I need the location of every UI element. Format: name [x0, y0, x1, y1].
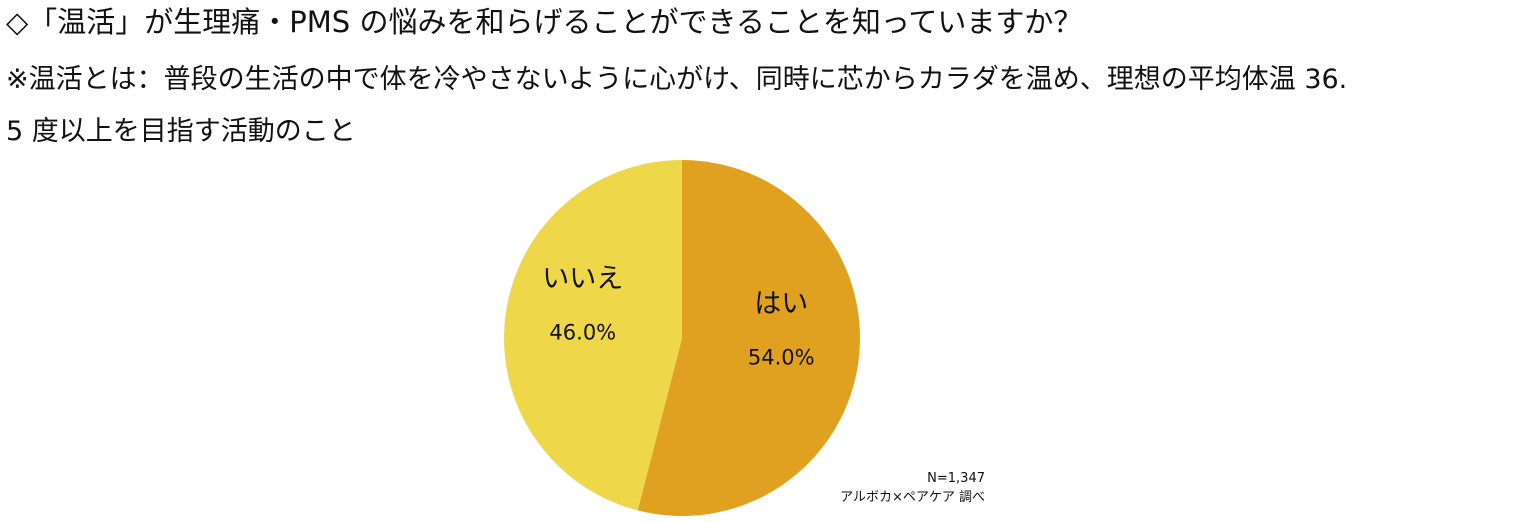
subtitle: 5 度以上を目指す活動のこと	[6, 116, 356, 147]
slice-label: はい	[754, 289, 808, 320]
slice-label: いいえ	[542, 263, 623, 294]
note: N=1,347	[927, 471, 985, 486]
value-label: 46.0%	[549, 320, 616, 344]
pie-slice	[637, 160, 860, 516]
chart-title: ◇「温活」が生理痛・PMS の悩みを和らげることができることを知っていますか？	[6, 5, 1082, 39]
pie-slice	[504, 160, 682, 511]
value-label: 54.0%	[748, 346, 815, 370]
subtitle: ※温活とは：普段の生活の中で体を冷やさないように心がけ、同時に芯からカラダを温め…	[6, 64, 1347, 95]
source: アルボカ×ペアケア 調べ	[840, 490, 985, 505]
